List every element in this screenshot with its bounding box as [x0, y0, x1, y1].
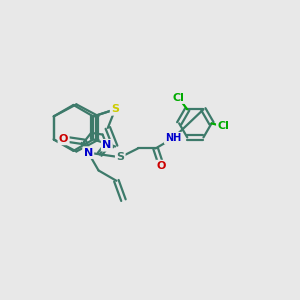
- Text: S: S: [116, 152, 124, 162]
- Text: N: N: [102, 140, 111, 150]
- Text: S: S: [111, 104, 119, 114]
- Text: Cl: Cl: [218, 121, 229, 131]
- Text: O: O: [157, 161, 166, 171]
- Text: O: O: [59, 134, 68, 144]
- Text: Cl: Cl: [172, 93, 184, 103]
- Text: NH: NH: [165, 133, 181, 143]
- Text: N: N: [84, 148, 93, 158]
